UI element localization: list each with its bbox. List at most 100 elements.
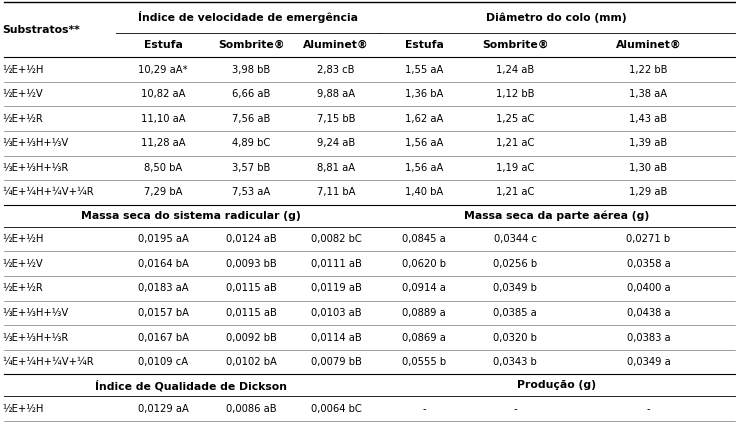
Text: 1,55 aA: 1,55 aA	[405, 64, 444, 75]
Text: 3,57 bB: 3,57 bB	[232, 163, 271, 173]
Text: 0,0115 aB: 0,0115 aB	[226, 283, 277, 293]
Text: 7,56 aB: 7,56 aB	[232, 114, 271, 124]
Text: 0,0119 aB: 0,0119 aB	[311, 283, 361, 293]
Text: ½E+½V: ½E+½V	[2, 259, 43, 269]
Text: 0,0167 bA: 0,0167 bA	[138, 332, 188, 343]
Text: Massa seca da parte aérea (g): Massa seca da parte aérea (g)	[464, 211, 649, 221]
Text: 0,0183 aA: 0,0183 aA	[138, 283, 188, 293]
Text: 1,21 aC: 1,21 aC	[496, 187, 534, 198]
Text: Aluminet®: Aluminet®	[615, 40, 682, 50]
Text: -: -	[422, 404, 426, 414]
Text: 6,66 aB: 6,66 aB	[232, 89, 271, 99]
Text: 0,0079 bB: 0,0079 bB	[311, 357, 361, 367]
Text: 2,83 cB: 2,83 cB	[317, 64, 355, 75]
Text: 0,0195 aA: 0,0195 aA	[138, 234, 188, 244]
Text: 0,0349 b: 0,0349 b	[493, 283, 537, 293]
Text: 0,0102 bA: 0,0102 bA	[226, 357, 277, 367]
Text: 1,40 bA: 1,40 bA	[406, 187, 443, 198]
Text: Estufa: Estufa	[405, 40, 444, 50]
Text: 7,11 bA: 7,11 bA	[316, 187, 355, 198]
Text: 0,0129 aA: 0,0129 aA	[138, 404, 188, 414]
Text: 0,0845 a: 0,0845 a	[403, 234, 446, 244]
Text: 0,0320 b: 0,0320 b	[493, 332, 537, 343]
Text: 1,12 bB: 1,12 bB	[496, 89, 534, 99]
Text: Estufa: Estufa	[144, 40, 183, 50]
Text: 0,0092 bB: 0,0092 bB	[226, 332, 277, 343]
Text: ½E+½R: ½E+½R	[2, 114, 43, 124]
Text: 0,0093 bB: 0,0093 bB	[226, 259, 277, 269]
Text: -: -	[647, 404, 650, 414]
Text: 1,22 bB: 1,22 bB	[629, 64, 668, 75]
Text: ½E+½R: ½E+½R	[2, 283, 43, 293]
Text: 1,29 aB: 1,29 aB	[629, 187, 668, 198]
Text: 1,56 aA: 1,56 aA	[405, 163, 444, 173]
Text: ¼E+¼H+¼V+¼R: ¼E+¼H+¼V+¼R	[2, 357, 93, 367]
Text: 3,98 bB: 3,98 bB	[233, 64, 270, 75]
Text: 1,25 aC: 1,25 aC	[496, 114, 534, 124]
Text: Aluminet®: Aluminet®	[303, 40, 369, 50]
Text: 9,88 aA: 9,88 aA	[317, 89, 355, 99]
Text: ½E+½H: ½E+½H	[2, 404, 43, 414]
Text: 7,15 bB: 7,15 bB	[316, 114, 355, 124]
Text: 4,89 bC: 4,89 bC	[233, 138, 270, 148]
Text: 1,38 aA: 1,38 aA	[629, 89, 668, 99]
Text: 0,0869 a: 0,0869 a	[403, 332, 446, 343]
Text: ⅓E+⅓H+⅓V: ⅓E+⅓H+⅓V	[2, 308, 68, 318]
Text: 0,0889 a: 0,0889 a	[403, 308, 446, 318]
Text: 1,56 aA: 1,56 aA	[405, 138, 444, 148]
Text: Índice de Qualidade de Dickson: Índice de Qualidade de Dickson	[96, 379, 287, 391]
Text: ½E+½V: ½E+½V	[2, 89, 43, 99]
Text: ½E+½H: ½E+½H	[2, 234, 43, 244]
Text: 10,82 aA: 10,82 aA	[141, 89, 185, 99]
Text: 0,0124 aB: 0,0124 aB	[226, 234, 277, 244]
Text: 0,0157 bA: 0,0157 bA	[138, 308, 188, 318]
Text: 1,30 aB: 1,30 aB	[629, 163, 668, 173]
Text: 1,21 aC: 1,21 aC	[496, 138, 534, 148]
Text: 1,39 aB: 1,39 aB	[629, 138, 668, 148]
Text: 0,0103 aB: 0,0103 aB	[311, 308, 361, 318]
Text: 1,19 aC: 1,19 aC	[496, 163, 534, 173]
Text: Índice de velocidade de emergência: Índice de velocidade de emergência	[138, 11, 358, 23]
Text: 8,50 bA: 8,50 bA	[144, 163, 182, 173]
Text: Sombrite®: Sombrite®	[482, 40, 548, 50]
Text: Sombrite®: Sombrite®	[218, 40, 285, 50]
Text: 0,0271 b: 0,0271 b	[626, 234, 670, 244]
Text: 0,0114 aB: 0,0114 aB	[311, 332, 361, 343]
Text: 0,0343 b: 0,0343 b	[493, 357, 537, 367]
Text: ⅓E+⅓H+⅓V: ⅓E+⅓H+⅓V	[2, 138, 68, 148]
Text: 0,0164 bA: 0,0164 bA	[138, 259, 188, 269]
Text: 0,0082 bC: 0,0082 bC	[311, 234, 361, 244]
Text: 1,24 aB: 1,24 aB	[496, 64, 534, 75]
Text: 0,0256 b: 0,0256 b	[493, 259, 537, 269]
Text: Substratos**: Substratos**	[2, 25, 80, 35]
Text: 7,29 bA: 7,29 bA	[144, 187, 183, 198]
Text: 1,36 bA: 1,36 bA	[405, 89, 444, 99]
Text: 0,0064 bC: 0,0064 bC	[311, 404, 361, 414]
Text: 0,0914 a: 0,0914 a	[403, 283, 446, 293]
Text: Massa seca do sistema radicular (g): Massa seca do sistema radicular (g)	[82, 211, 301, 221]
Text: 0,0115 aB: 0,0115 aB	[226, 308, 277, 318]
Text: Produção (g): Produção (g)	[517, 380, 596, 391]
Text: 0,0383 a: 0,0383 a	[626, 332, 670, 343]
Text: 0,0555 b: 0,0555 b	[403, 357, 446, 367]
Text: Diâmetro do colo (mm): Diâmetro do colo (mm)	[486, 12, 627, 22]
Text: 0,0111 aB: 0,0111 aB	[311, 259, 361, 269]
Text: 9,24 aB: 9,24 aB	[317, 138, 355, 148]
Text: 8,81 aA: 8,81 aA	[317, 163, 355, 173]
Text: 0,0385 a: 0,0385 a	[493, 308, 537, 318]
Text: ⅓E+⅓H+⅓R: ⅓E+⅓H+⅓R	[2, 163, 68, 173]
Text: 11,10 aA: 11,10 aA	[141, 114, 185, 124]
Text: 0,0438 a: 0,0438 a	[626, 308, 670, 318]
Text: -: -	[514, 404, 517, 414]
Text: 7,53 aA: 7,53 aA	[233, 187, 270, 198]
Text: 0,0109 cA: 0,0109 cA	[138, 357, 188, 367]
Text: 0,0344 c: 0,0344 c	[494, 234, 537, 244]
Text: 0,0620 b: 0,0620 b	[403, 259, 446, 269]
Text: 1,43 aB: 1,43 aB	[629, 114, 668, 124]
Text: 0,0086 aB: 0,0086 aB	[226, 404, 277, 414]
Text: 0,0358 a: 0,0358 a	[626, 259, 670, 269]
Text: 0,0349 a: 0,0349 a	[626, 357, 670, 367]
Text: ¼E+¼H+¼V+¼R: ¼E+¼H+¼V+¼R	[2, 187, 93, 198]
Text: 10,29 aA*: 10,29 aA*	[138, 64, 188, 75]
Text: 11,28 aA: 11,28 aA	[141, 138, 185, 148]
